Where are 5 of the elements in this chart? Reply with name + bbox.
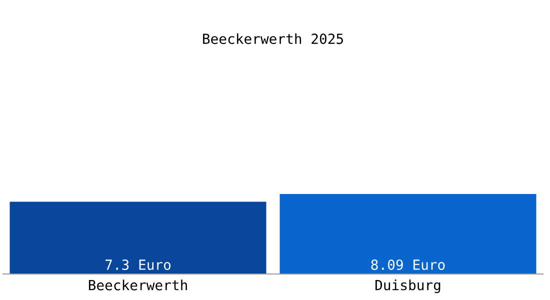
data-label: 7.3 Euro (105, 259, 171, 270)
x-tick-label: Beeckerwerth (88, 280, 187, 290)
data-label: 8.09 Euro (371, 259, 445, 270)
x-tick-label: Duisburg (375, 280, 440, 294)
chart-title: Beeckerwerth 2025 (203, 33, 343, 44)
